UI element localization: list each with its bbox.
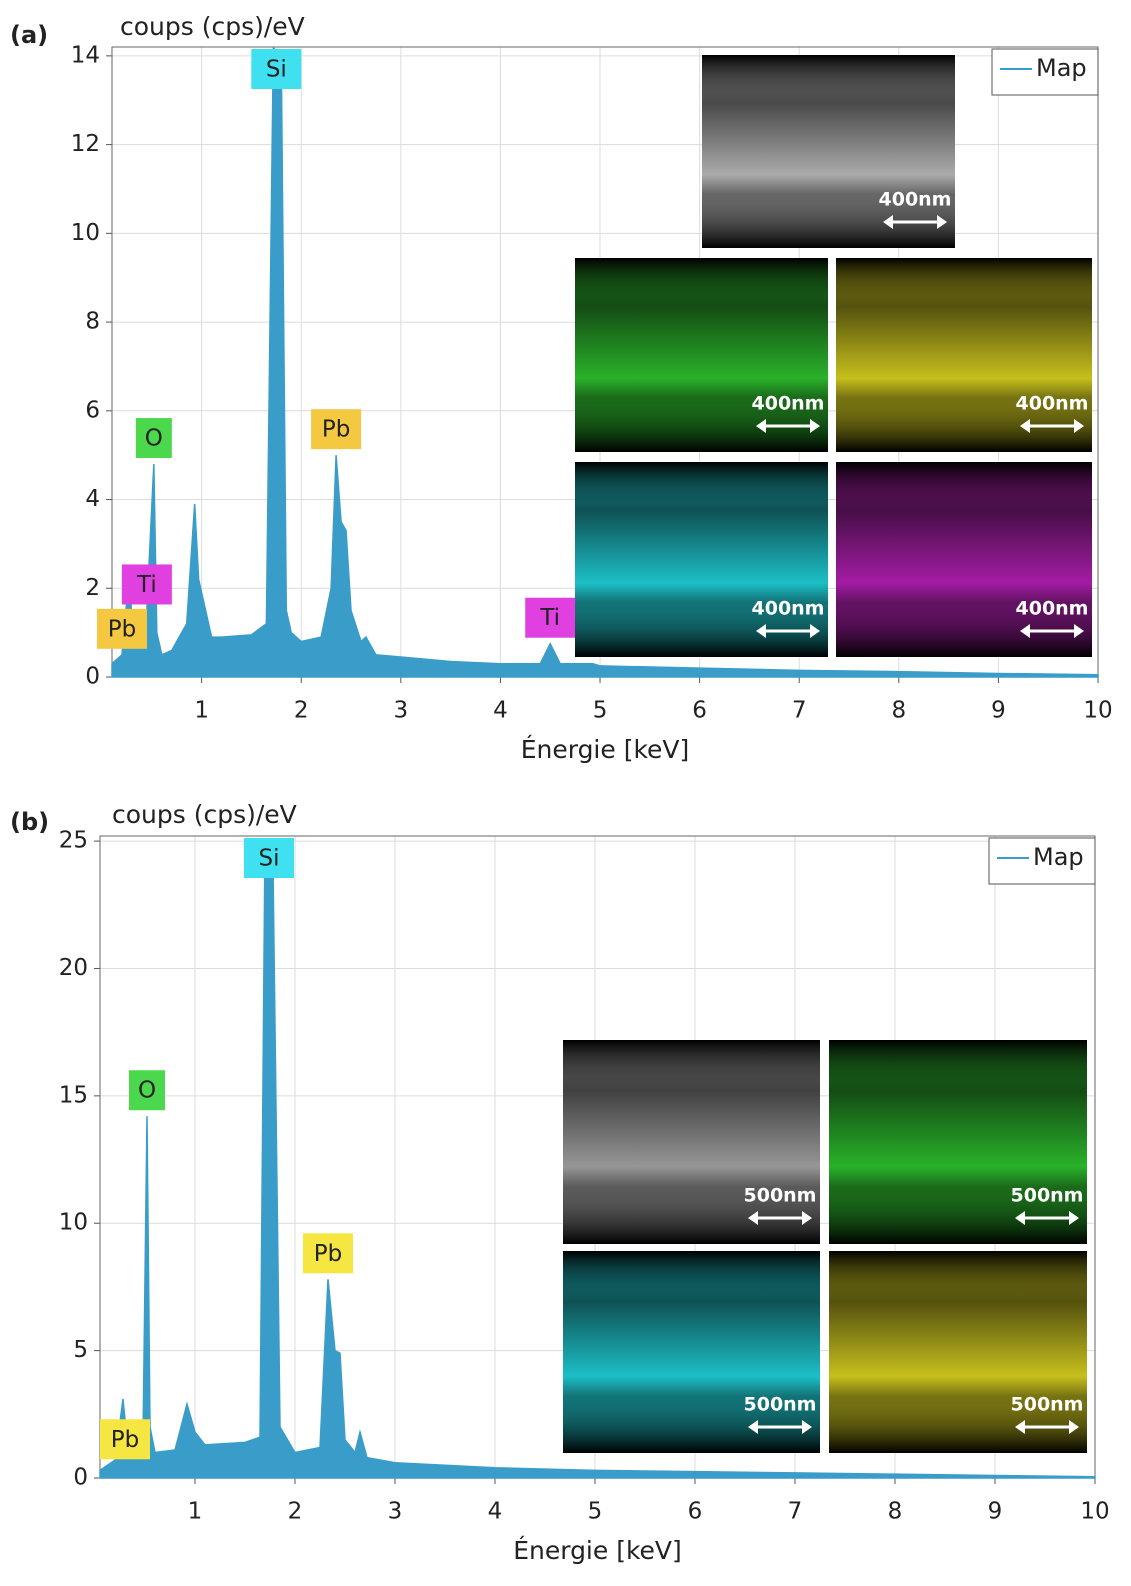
x-tick-label: 6: [688, 1499, 703, 1525]
legend-label: Map: [1033, 843, 1084, 871]
x-tick-label: 8: [891, 698, 906, 724]
element-label-box: [303, 1233, 353, 1274]
y-tick-label: 25: [59, 828, 88, 854]
y-tick-label: 6: [85, 397, 100, 423]
y-tick-label: 14: [71, 42, 100, 68]
element-label: O: [145, 426, 163, 452]
panel-label: (a): [10, 21, 48, 49]
x-tick-label: 3: [388, 1499, 403, 1525]
x-tick-label: 8: [888, 1499, 903, 1525]
element-label-box: [129, 1070, 165, 1111]
scale-bar-label: 400nm: [752, 598, 825, 620]
scale-bar-label: 400nm: [1016, 393, 1089, 415]
y-tick-label: 5: [73, 1337, 88, 1363]
y-tick-label: 12: [71, 131, 100, 157]
element-label: Si: [266, 57, 287, 83]
y-tick-label: 20: [59, 955, 88, 981]
element-label: Pb: [111, 1427, 139, 1453]
legend-label: Map: [1036, 54, 1087, 82]
element-label-box: [121, 564, 172, 605]
x-tick-label: 5: [588, 1499, 603, 1525]
x-tick-label: 4: [488, 1499, 503, 1525]
y-axis-label: coups (cps)/eV: [120, 12, 305, 41]
inset-image: [563, 1040, 820, 1244]
element-label: Pb: [314, 1241, 342, 1267]
x-tick-label: 9: [988, 1499, 1003, 1525]
x-axis-label: Énergie [keV]: [513, 1536, 682, 1565]
scale-bar-label: 400nm: [879, 189, 952, 211]
scale-bar-label: 400nm: [752, 393, 825, 415]
y-tick-label: 15: [59, 1082, 88, 1108]
x-tick-label: 2: [288, 1499, 303, 1525]
x-axis-label: Énergie [keV]: [521, 735, 690, 764]
x-tick-label: 10: [1080, 1499, 1109, 1525]
x-tick-label: 2: [294, 698, 309, 724]
panel-label: (b): [10, 808, 49, 836]
element-label-box: [251, 49, 302, 89]
y-tick-label: 0: [85, 664, 100, 690]
y-tick-label: 10: [71, 220, 100, 246]
element-label: O: [138, 1078, 156, 1104]
y-tick-label: 2: [85, 575, 100, 601]
x-tick-label: 1: [194, 698, 209, 724]
inset-image: [836, 258, 1092, 452]
element-label-box: [135, 418, 172, 459]
inset-image: [575, 462, 828, 657]
element-label-box: [96, 608, 147, 649]
inset-image: [836, 462, 1092, 657]
element-label-box: [244, 838, 294, 878]
x-tick-label: 3: [394, 698, 409, 724]
y-tick-label: 10: [59, 1210, 88, 1236]
element-label: Si: [259, 846, 280, 872]
inset-image: [829, 1251, 1087, 1453]
x-tick-label: 5: [593, 698, 608, 724]
element-label-box: [311, 409, 362, 450]
scale-bar-label: 500nm: [1011, 1185, 1084, 1207]
x-tick-label: 10: [1083, 698, 1112, 724]
inset-image: [829, 1040, 1087, 1244]
x-tick-label: 7: [788, 1499, 803, 1525]
element-label-box: [525, 597, 576, 638]
element-label: Pb: [322, 417, 350, 443]
legend-box: [991, 48, 1099, 96]
scale-bar-label: 500nm: [744, 1394, 817, 1416]
y-tick-label: 4: [85, 486, 100, 512]
inset-image: [575, 258, 828, 452]
x-tick-label: 7: [792, 698, 807, 724]
element-label: Pb: [108, 616, 136, 642]
scale-bar-label: 500nm: [1011, 1394, 1084, 1416]
inset-image: [702, 55, 955, 248]
legend-box: [988, 837, 1096, 885]
x-tick-label: 6: [692, 698, 707, 724]
x-tick-label: 9: [991, 698, 1006, 724]
element-label-box: [100, 1419, 150, 1460]
x-tick-label: 4: [493, 698, 508, 724]
y-axis-label: coups (cps)/eV: [112, 800, 297, 829]
inset-image: [563, 1251, 820, 1453]
spectrum-fill: [99, 840, 1096, 1479]
y-tick-label: 0: [73, 1465, 88, 1491]
element-label: Ti: [136, 572, 157, 598]
y-tick-label: 8: [85, 309, 100, 335]
spectrum-fill: [111, 46, 1099, 678]
scale-bar-label: 400nm: [1016, 598, 1089, 620]
element-label: Ti: [539, 605, 560, 631]
x-tick-label: 1: [188, 1499, 203, 1525]
scale-bar-label: 500nm: [744, 1185, 817, 1207]
